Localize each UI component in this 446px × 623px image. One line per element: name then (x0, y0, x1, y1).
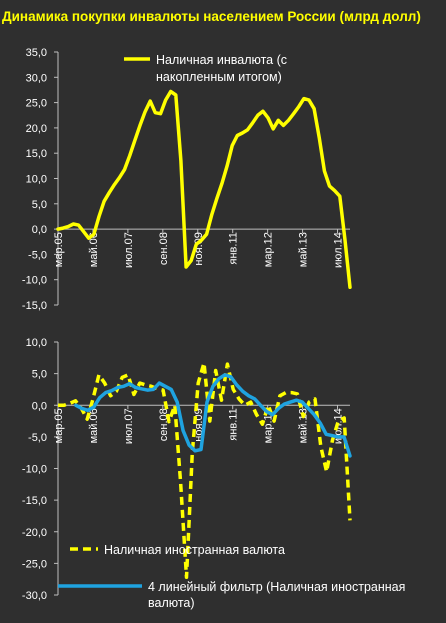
y-tick-label: 5,0 (32, 369, 47, 381)
y-tick-label: 10,0 (26, 174, 47, 186)
x-tick-label: янв.11 (228, 232, 240, 264)
y-tick-label: -15,0 (22, 495, 47, 507)
x-tick-label: сен.08 (158, 232, 170, 265)
x-tick-label: июл.07 (123, 232, 135, 268)
x-tick-label: июл.07 (123, 408, 135, 444)
y-tick-label: -20,0 (22, 527, 47, 539)
y-tick-label: 35,0 (26, 47, 47, 59)
y-tick-label: 0,0 (32, 400, 47, 412)
legend-label: Наличная инвалюта (с (156, 53, 287, 67)
x-tick-label: мар.05 (53, 408, 65, 443)
legend-label: 4 линейный фильтр (Наличная иностранная (148, 580, 405, 594)
series-line-1 (56, 89, 352, 290)
y-tick-label: 5,0 (32, 199, 47, 211)
y-tick-label: 20,0 (26, 123, 47, 135)
x-tick-label: мар.05 (53, 232, 65, 267)
y-tick-label: 15,0 (26, 148, 47, 160)
x-tick-label: май.06 (88, 232, 100, 267)
chart-panel-2: 10,0 5,0 0,0 -5,0 -10,0 -15,0 -20,0 -25,0 -30,0 м… (22, 337, 405, 610)
x-tick-label: май.13 (298, 408, 310, 443)
x-tick-label: мар.12 (263, 408, 275, 443)
y-tick-label: -30,0 (22, 590, 47, 602)
legend-label: накопленным итогом) (156, 70, 282, 84)
chart-panel-1: 35,0 30,0 25,0 20,0 15,0 10,0 5,0 0,0 -5,0 -10,0 -… (22, 47, 352, 312)
y-tick-label: -5,0 (28, 432, 47, 444)
y-tick-label: 0,0 (32, 224, 47, 236)
legend-label: валюта) (148, 596, 195, 610)
y-tick-label: -10,0 (22, 464, 47, 476)
x-tick-label: май.06 (88, 408, 100, 443)
y-tick-label: -25,0 (22, 558, 47, 570)
x-tick-label: мар.12 (263, 232, 275, 267)
y-tick-label: 30,0 (26, 72, 47, 84)
x-tick-label: янв.11 (228, 408, 240, 440)
y-tick-label: -5,0 (28, 249, 47, 261)
y-tick-label: -15,0 (22, 300, 47, 312)
series-line-2 (74, 373, 352, 458)
y-tick-label: -10,0 (22, 275, 47, 287)
x-tick-label: июл.14 (333, 232, 345, 268)
x-tick-label: май.13 (298, 232, 310, 267)
chart-title: Динамика покупки инвалюты населением Рос… (2, 9, 421, 24)
y-tick-label: 25,0 (26, 98, 47, 110)
x-tick-label: сен.08 (158, 408, 170, 441)
y-tick-label: 10,0 (26, 337, 47, 349)
legend-label: Наличная иностранная валюта (104, 543, 285, 557)
